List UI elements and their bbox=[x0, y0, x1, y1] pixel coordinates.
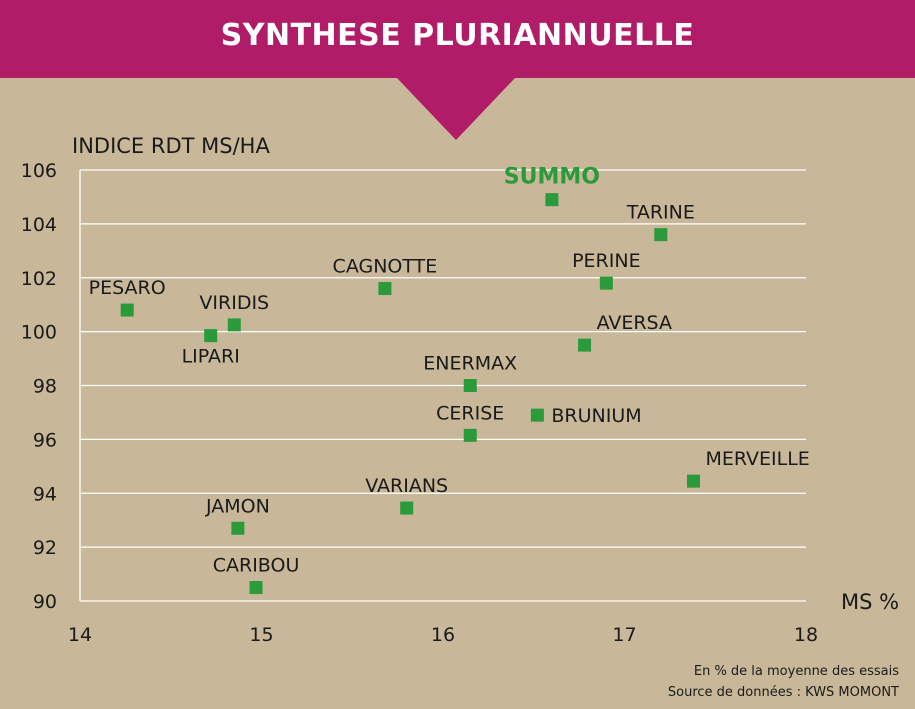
data-point bbox=[249, 581, 263, 595]
point-label: AVERSA bbox=[597, 312, 672, 334]
y-tick-label: 100 bbox=[21, 322, 57, 344]
data-point bbox=[204, 329, 218, 343]
point-label: JAMON bbox=[205, 495, 270, 517]
point-label: CAGNOTTE bbox=[333, 256, 438, 278]
point-label: CERISE bbox=[436, 402, 504, 424]
point-label: TARINE bbox=[626, 202, 695, 224]
point-label: CARIBOU bbox=[213, 555, 300, 577]
data-point bbox=[686, 474, 700, 488]
y-tick-label: 106 bbox=[21, 160, 57, 182]
x-tick-label: 16 bbox=[431, 624, 455, 646]
data-point bbox=[599, 276, 613, 290]
chart-title: SYNTHESE PLURIANNUELLE bbox=[220, 18, 695, 53]
data-point bbox=[578, 338, 592, 352]
data-point bbox=[231, 521, 245, 535]
grid bbox=[80, 169, 806, 548]
x-tick-label: 17 bbox=[612, 624, 636, 646]
y-tick-label: 98 bbox=[33, 376, 57, 398]
x-tick-label: 18 bbox=[794, 624, 818, 646]
x-tick-label: 14 bbox=[68, 624, 92, 646]
banner-pointer bbox=[397, 78, 515, 140]
data-point bbox=[120, 303, 134, 317]
data-point bbox=[400, 501, 414, 515]
point-label: BRUNIUM bbox=[551, 405, 641, 427]
axes: 90 92 94 96 98 100 102 104 106 14 15 16 17 18 bbox=[21, 160, 818, 646]
data-point bbox=[530, 408, 544, 422]
y-tick-label: 102 bbox=[21, 268, 57, 290]
point-label: PERINE bbox=[572, 250, 641, 272]
y-tick-label: 90 bbox=[33, 591, 57, 613]
x-axis-title: MS % bbox=[841, 590, 899, 614]
point-label: VIRIDIS bbox=[199, 292, 269, 314]
point-label: LIPARI bbox=[182, 346, 240, 368]
y-tick-label: 104 bbox=[21, 214, 57, 236]
data-point bbox=[378, 282, 392, 296]
y-axis-title: INDICE RDT MS/HA bbox=[72, 134, 270, 158]
footnote-method: En % de la moyenne des essais bbox=[693, 664, 899, 679]
x-tick-label: 15 bbox=[249, 624, 273, 646]
data-point bbox=[463, 379, 477, 392]
title-banner bbox=[0, 0, 915, 78]
data-point bbox=[463, 428, 477, 442]
y-tick-label: 92 bbox=[33, 537, 57, 559]
data-point bbox=[654, 228, 668, 242]
data-point bbox=[545, 193, 559, 207]
data-points: SUMMO TARINE PERINE CAGNOTTE PESARO VIRIDIS LI… bbox=[89, 165, 810, 595]
data-point bbox=[227, 318, 241, 332]
point-label: MERVEILLE bbox=[705, 448, 809, 470]
footnote-source: Source de données : KWS MOMONT bbox=[667, 685, 899, 700]
point-label: SUMMO bbox=[504, 165, 600, 190]
point-label: VARIANS bbox=[365, 475, 448, 497]
y-tick-label: 94 bbox=[33, 483, 57, 505]
y-tick-label: 96 bbox=[33, 429, 57, 451]
point-label: PESARO bbox=[89, 277, 166, 299]
point-label: ENERMAX bbox=[423, 353, 517, 375]
